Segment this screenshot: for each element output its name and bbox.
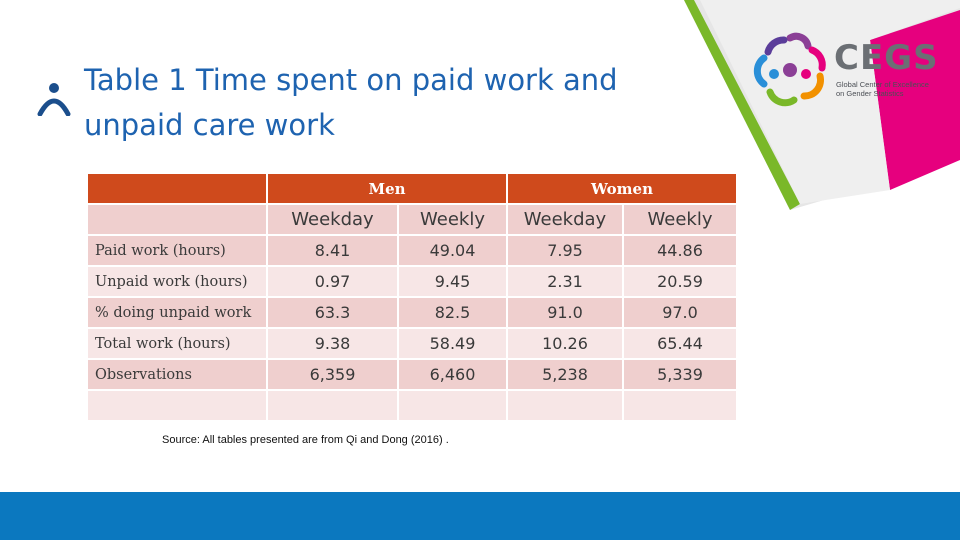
logo-subtitle-line-1: Global Center of Excellence [836,80,929,89]
table-cell: 91.0 [506,296,624,329]
table-cell: 7.95 [506,234,624,267]
table-cell: 20.59 [621,265,739,298]
row-label: Paid work (hours) [86,234,268,267]
subheader-men-weekday: Weekday [266,203,399,236]
subheader-women-weekday: Weekday [506,203,624,236]
footer-bar [0,492,960,540]
subheader-women-weekly: Weekly [621,203,739,236]
cegs-logo-mark-icon [753,32,826,107]
table-cell: 65.44 [621,327,739,360]
table-cell [506,389,624,422]
group-header-women: Women [505,172,739,205]
table-group-header-row: Men Women [86,172,739,205]
table-cell: 10.26 [506,327,624,360]
cegs-logo: CEGS Global Center of Excellence on Gend… [746,28,950,112]
table-cell [397,389,508,422]
table-row: Paid work (hours) 8.41 49.04 7.95 44.86 [86,234,739,267]
logo-subtitle: Global Center of Excellence on Gender St… [836,80,956,98]
table-cell: 9.45 [397,265,508,298]
person-icon [37,83,71,116]
table-cell [621,389,739,422]
table-row-empty [86,389,739,422]
table-cell: 97.0 [621,296,739,329]
table-cell: 2.31 [506,265,624,298]
table-cell: 8.41 [266,234,399,267]
slide-title: Table 1 Time spent on paid work and unpa… [84,58,724,148]
row-label: Observations [86,358,268,391]
logo-text: CEGS [834,38,939,78]
table-row: Unpaid work (hours) 0.97 9.45 2.31 20.59 [86,265,739,298]
row-label: Total work (hours) [86,327,268,360]
table-cell [266,389,399,422]
table-cell: 9.38 [266,327,399,360]
source-note: Source: All tables presented are from Qi… [162,434,449,446]
table-cell: 0.97 [266,265,399,298]
table-cell: 44.86 [621,234,739,267]
table-cell: 5,339 [621,358,739,391]
table-row: Observations 6,359 6,460 5,238 5,339 [86,358,739,391]
table-subheader-row: Weekday Weekly Weekday Weekly [86,203,739,236]
subheader-empty-cell [86,203,268,236]
table-corner-cell [86,172,268,205]
table-cell: 58.49 [397,327,508,360]
table-row: % doing unpaid work 63.3 82.5 91.0 97.0 [86,296,739,329]
table-cell: 6,460 [397,358,508,391]
table-row: Total work (hours) 9.38 58.49 10.26 65.4… [86,327,739,360]
row-label: Unpaid work (hours) [86,265,268,298]
row-label: % doing unpaid work [86,296,268,329]
table-cell: 82.5 [397,296,508,329]
title-line-2: unpaid care work [84,108,335,142]
logo-subtitle-line-2: on Gender Statistics [836,89,904,98]
table-cell: 5,238 [506,358,624,391]
table-cell: 6,359 [266,358,399,391]
group-header-men: Men [266,172,508,205]
subheader-men-weekly: Weekly [397,203,508,236]
table-cell: 49.04 [397,234,508,267]
title-line-1: Table 1 Time spent on paid work and [84,63,618,97]
row-label [86,389,268,422]
table-cell: 63.3 [266,296,399,329]
time-spent-table: Men Women Weekday Weekly Weekday Weekly … [86,172,739,422]
